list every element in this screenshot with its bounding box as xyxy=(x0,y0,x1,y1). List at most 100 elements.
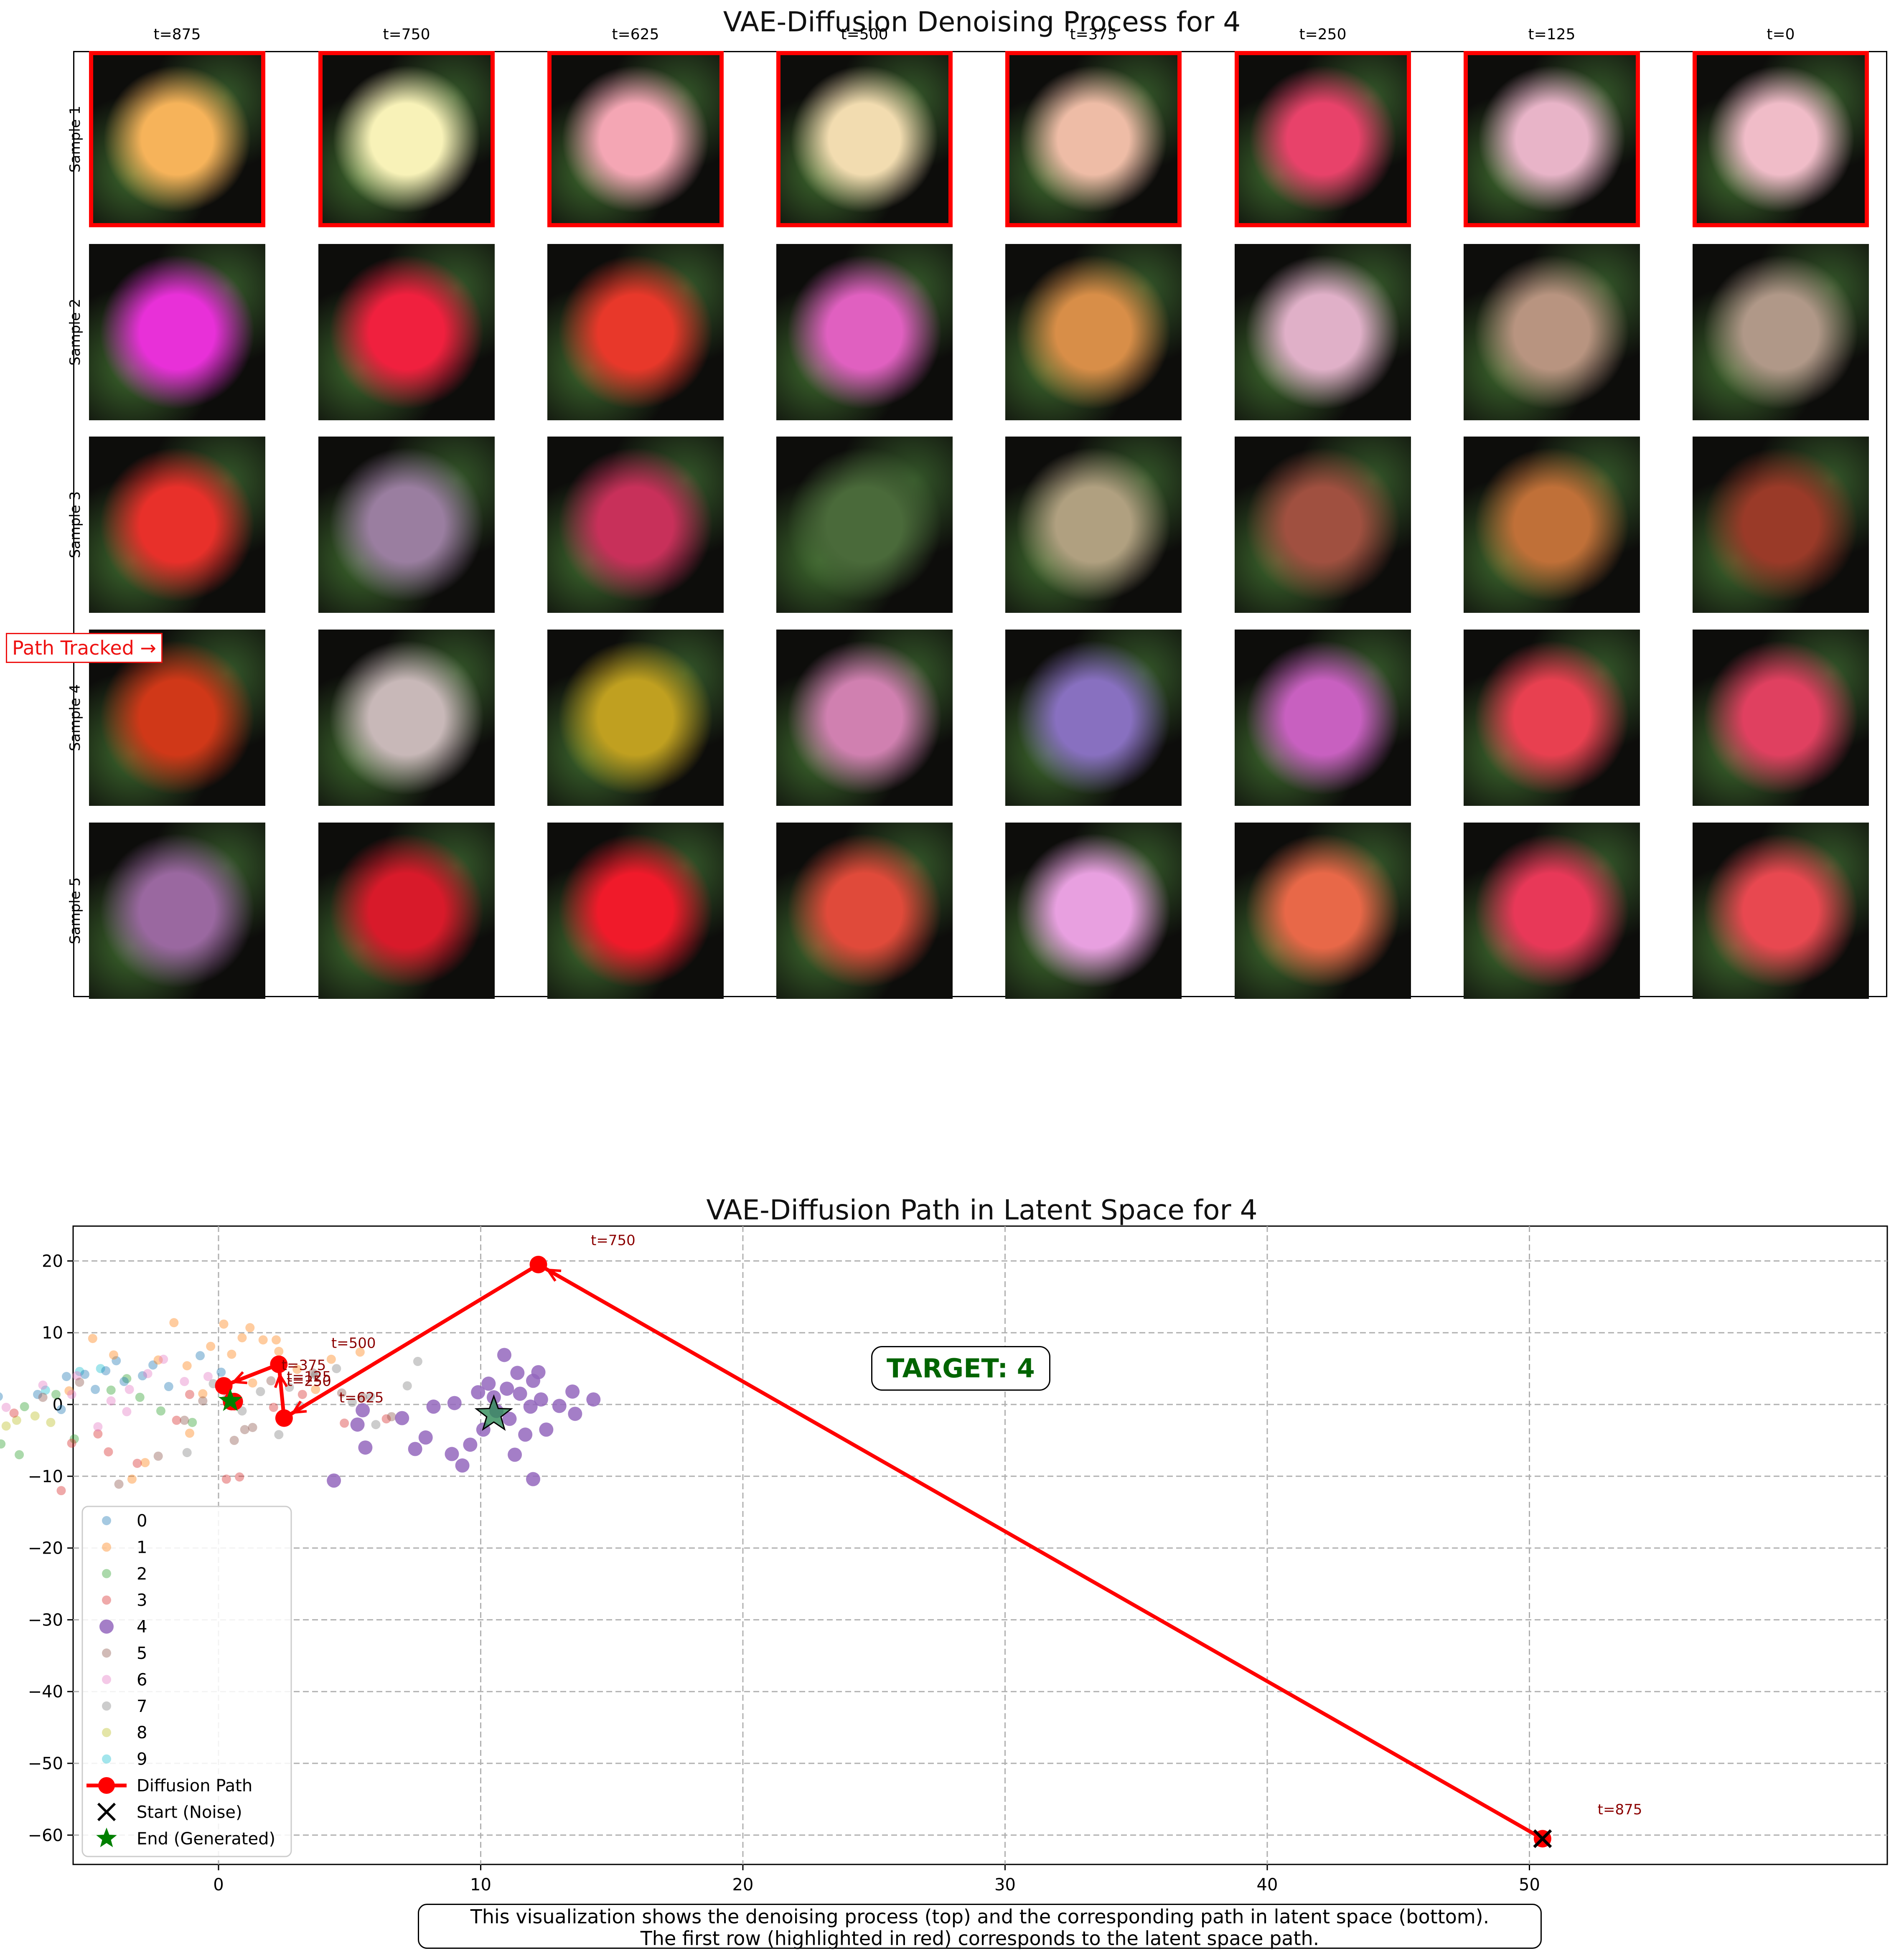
scatter-point xyxy=(38,1392,48,1402)
scatter-point xyxy=(198,1389,208,1399)
scatter-point xyxy=(180,1415,189,1425)
flower-thumbnail xyxy=(1464,244,1640,420)
flower-thumbnail xyxy=(1235,244,1411,420)
scatter-point xyxy=(93,1429,103,1439)
flower-thumbnail xyxy=(318,51,495,227)
legend-label: 6 xyxy=(137,1670,147,1689)
scatter-point xyxy=(153,1355,163,1365)
start-marker xyxy=(1533,1829,1552,1848)
legend-label: 2 xyxy=(137,1564,147,1584)
flower-thumbnail xyxy=(318,437,495,613)
scatter-point xyxy=(56,1486,66,1496)
scatter-point xyxy=(502,1412,517,1426)
scatter-point xyxy=(153,1451,163,1461)
scatter-point xyxy=(101,1366,111,1376)
scatter-point xyxy=(308,1368,318,1378)
scatter-point xyxy=(72,1371,82,1381)
scatter-point xyxy=(552,1399,567,1413)
legend-marker xyxy=(102,1569,111,1578)
scatter-point xyxy=(75,1366,84,1376)
flower-thumbnail xyxy=(1235,437,1411,613)
column-label: t=500 xyxy=(841,26,888,43)
scatter-point xyxy=(216,1367,226,1377)
legend-marker xyxy=(99,1619,114,1634)
flower-thumbnail xyxy=(1005,244,1182,420)
scatter-point xyxy=(568,1407,582,1421)
path-tracked-label: Path Tracked → xyxy=(6,633,163,663)
scatter-point xyxy=(237,1333,247,1343)
flower-thumbnail xyxy=(1464,51,1640,227)
scatter-point xyxy=(526,1472,540,1486)
caption-line-2: The first row (highlighted in red) corre… xyxy=(640,1927,1319,1950)
flower-thumbnail xyxy=(547,244,724,420)
scatter-point xyxy=(156,1406,165,1416)
scatter-point xyxy=(508,1448,522,1462)
flower-thumbnail xyxy=(1693,823,1869,999)
scatter-point xyxy=(418,1430,433,1445)
scatter-point xyxy=(104,1447,113,1457)
column-label: t=0 xyxy=(1767,26,1795,43)
scatter-point xyxy=(62,1371,71,1381)
path-time-label: t=875 xyxy=(1598,1801,1642,1818)
y-tick-label: 10 xyxy=(42,1323,63,1343)
scatter-point xyxy=(33,1389,43,1399)
scatter-point xyxy=(219,1319,229,1329)
path-arrowhead xyxy=(545,1268,562,1282)
scatter-point xyxy=(41,1385,50,1395)
scatter-point xyxy=(9,1408,19,1418)
flower-thumbnail xyxy=(89,244,265,420)
legend-label: 4 xyxy=(137,1618,147,1637)
scatter-point xyxy=(221,1474,231,1484)
scatter-point xyxy=(38,1380,48,1390)
scatter-point xyxy=(266,1376,276,1386)
scatter-point xyxy=(185,1389,194,1399)
scatter-point xyxy=(88,1333,97,1343)
scatter-point xyxy=(447,1396,462,1410)
path-point xyxy=(529,1255,547,1273)
flower-thumbnail xyxy=(1235,630,1411,806)
scatter-point xyxy=(114,1479,124,1489)
scatter-point xyxy=(122,1407,132,1417)
scatter-point xyxy=(471,1385,486,1399)
scatter-point xyxy=(274,1346,284,1356)
scatter-point xyxy=(135,1392,145,1402)
flower-thumbnail xyxy=(1005,823,1182,999)
flower-thumbnail xyxy=(1464,823,1640,999)
scatter-point xyxy=(0,1392,3,1401)
scatter-point xyxy=(106,1396,116,1406)
scatter-point xyxy=(138,1371,147,1381)
scatter-point xyxy=(358,1392,368,1402)
y-tick-label: −40 xyxy=(28,1682,63,1702)
scatter-point xyxy=(106,1385,116,1395)
flower-thumbnail xyxy=(1693,51,1869,227)
scatter-point xyxy=(109,1350,118,1360)
scatter-point xyxy=(206,1341,216,1351)
scatter-point xyxy=(311,1384,320,1394)
legend-marker xyxy=(98,1777,115,1794)
y-tick-label: −60 xyxy=(28,1826,63,1845)
scatter-point xyxy=(127,1474,137,1484)
x-tick-label: 40 xyxy=(1257,1875,1278,1895)
scatter-point xyxy=(510,1366,525,1380)
scatter-point xyxy=(237,1406,247,1416)
scatter-point xyxy=(455,1458,470,1473)
scatter-point xyxy=(67,1389,76,1399)
scatter-point xyxy=(227,1349,236,1359)
scatter-point xyxy=(69,1434,79,1444)
scatter-point xyxy=(112,1356,121,1366)
flower-thumbnail xyxy=(547,51,724,227)
legend-label: Diffusion Path xyxy=(137,1776,252,1796)
scatter-point xyxy=(256,1387,265,1397)
legend-marker xyxy=(102,1648,111,1658)
caption-box: This visualization shows the denoising p… xyxy=(418,1904,1542,1949)
scatter-point xyxy=(229,1435,239,1445)
scatter-point xyxy=(169,1318,179,1328)
scatter-point xyxy=(513,1387,527,1401)
path-arrowhead xyxy=(231,1371,247,1384)
scatter-point xyxy=(539,1422,554,1437)
legend-label: End (Generated) xyxy=(137,1829,275,1849)
path-arrowhead xyxy=(274,1372,288,1388)
y-tick-label: −20 xyxy=(28,1539,63,1558)
path-time-label: t=375 xyxy=(282,1357,326,1374)
scatter-point xyxy=(408,1442,422,1456)
